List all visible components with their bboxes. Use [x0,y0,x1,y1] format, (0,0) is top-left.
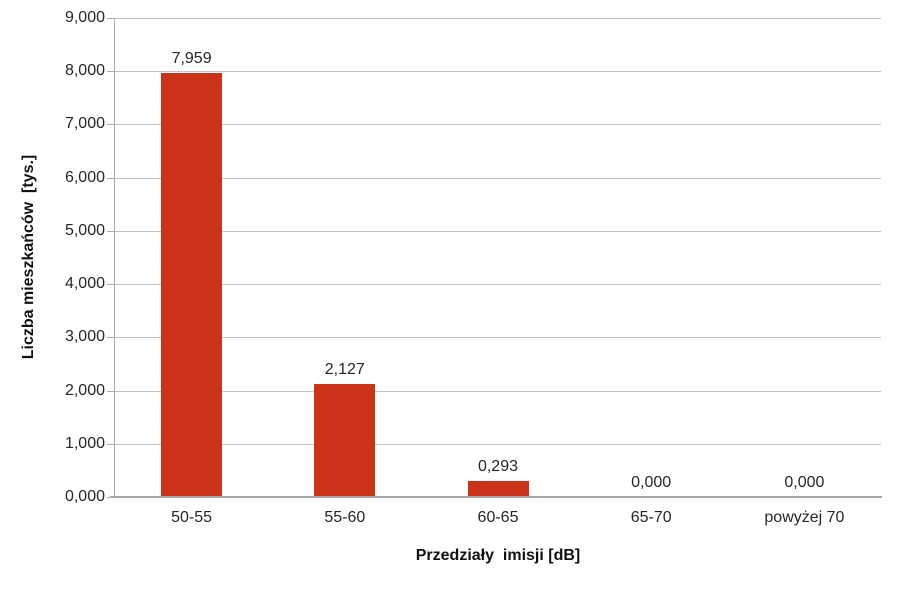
y-tick-label: 1,000 [64,435,105,452]
y-tick-label: 6,000 [64,169,105,186]
gridline [115,18,881,19]
y-tick-label: 5,000 [64,222,105,239]
x-category-label: 55-60 [324,509,366,526]
bar [314,383,376,497]
gridline [115,284,881,286]
y-tick-mark [107,178,115,179]
bar-value-label: 7,959 [171,50,212,68]
x-axis-tick-labels: 50-55 55-60 60-65 65-70 powyżej 70 [115,509,881,527]
y-tick-label: 3,000 [64,328,105,345]
gridline [115,230,881,232]
bar-value-label: 2,127 [324,360,365,378]
gridline [115,71,881,73]
bar-value-label: 0,000 [631,474,672,491]
x-category-label: 50-55 [171,509,213,526]
x-axis-title: Przedziały imisji [dB] [415,547,581,564]
gridline [115,390,881,392]
y-tick-label: 4,000 [64,275,105,292]
y-tick-mark [107,497,115,498]
y-tick-mark [107,18,115,19]
x-category-label: powyżej 70 [764,509,845,526]
bar [161,73,223,497]
y-tick-label: 8,000 [64,62,105,79]
y-tick-mark [107,391,115,392]
gridline [115,443,881,445]
bar [467,481,529,497]
gridline [115,177,881,179]
gridline [115,337,881,339]
y-tick-mark [107,284,115,285]
y-tick-label: 0,000 [64,488,105,505]
y-tick-label: 9,000 [64,9,105,26]
x-axis-line [110,496,882,498]
plot-area: 7,959 2,127 0,293 0,000 0,000 [115,18,881,497]
y-tick-mark [107,231,115,232]
x-category-label: 60-65 [477,509,519,526]
y-tick-mark [107,124,115,125]
y-tick-mark [107,337,115,338]
bar-value-label: 0,293 [477,458,518,476]
y-axis-line [114,18,115,497]
y-tick-label: 2,000 [64,382,105,399]
y-tick-mark [107,444,115,445]
gridline [115,124,881,126]
y-tick-mark [107,71,115,72]
bar-value-label: 0,000 [784,474,825,491]
x-category-label: 65-70 [630,509,672,526]
y-tick-label: 7,000 [64,115,105,132]
